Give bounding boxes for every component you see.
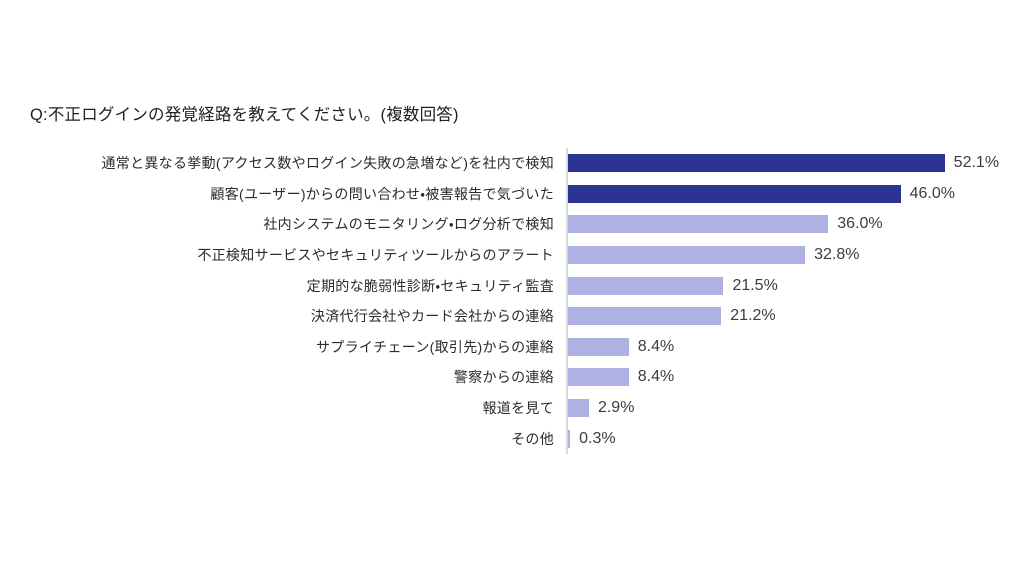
bar [568, 215, 829, 234]
category-label: その他 [511, 430, 554, 447]
bar [568, 276, 724, 295]
bar [568, 307, 722, 326]
chart-row: 不正検知サービスやセキュリティツールからのアラート 32.8% [30, 239, 1015, 271]
plot-area: 46.0% [566, 178, 1015, 210]
chart-row: 社内システムのモニタリング・ログ分析で検知 36.0% [30, 209, 1015, 240]
chart-row: 報道を見て 2.9% [30, 392, 1015, 424]
category-label: 定期的な脆弱性診断・セキュリティ監査 [306, 277, 554, 294]
chart-row: 顧客(ユーザー)からの問い合わせ・被害報告で気づいた 46.0% [30, 178, 1015, 210]
category-label: サプライチェーン(取引先)からの連絡 [315, 338, 554, 355]
bar-chart: 通常と異なる挙動(アクセス数やログイン失敗の急増など)を社内で検知 52.1% … [30, 148, 1015, 454]
value-label: 2.9% [597, 399, 635, 417]
value-label: 8.4% [637, 337, 675, 355]
category-label: 警察からの連絡 [453, 369, 554, 386]
chart-row: 通常と異なる挙動(アクセス数やログイン失敗の急増など)を社内で検知 52.1% [30, 148, 1015, 179]
value-label: 0.3% [579, 429, 616, 447]
value-label: 21.2% [730, 307, 776, 325]
value-label: 8.4% [637, 368, 675, 386]
plot-area: 32.8% [566, 239, 1015, 271]
bar-chart-rows: 通常と異なる挙動(アクセス数やログイン失敗の急増など)を社内で検知 52.1% … [30, 148, 1015, 454]
bar [568, 337, 629, 356]
plot-area: 8.4% [566, 362, 1015, 393]
category-label: 顧客(ユーザー)からの問い合わせ・被害報告で気づいた [210, 185, 554, 202]
plot-area: 21.2% [566, 300, 1015, 332]
plot-area: 0.3% [566, 423, 1015, 454]
bar [568, 184, 901, 203]
category-label: 社内システムのモニタリング・ログ分析で検知 [263, 216, 554, 233]
category-label: 決済代行会社やカード会社からの連絡 [310, 308, 554, 325]
category-label: 報道を見て [482, 400, 554, 417]
category-label: 通常と異なる挙動(アクセス数やログイン失敗の急増など)を社内で検知 [101, 155, 554, 172]
bar [568, 246, 806, 265]
plot-area: 21.5% [566, 270, 1015, 301]
value-label: 46.0% [909, 184, 955, 202]
bar [568, 399, 589, 418]
value-label: 36.0% [837, 215, 883, 233]
bar [568, 368, 629, 387]
value-label: 32.8% [814, 246, 860, 264]
bar [568, 154, 945, 173]
value-label: 21.5% [732, 276, 778, 294]
plot-area: 2.9% [566, 392, 1015, 424]
bar [568, 429, 571, 448]
plot-area: 52.1% [566, 148, 1015, 179]
chart-title: Q:不正ログインの発覚経路を教えてください。(複数回答) [30, 106, 459, 124]
value-label: 52.1% [953, 154, 1000, 172]
chart-row: サプライチェーン(取引先)からの連絡 8.4% [30, 331, 1015, 363]
chart-row: 警察からの連絡 8.4% [30, 362, 1015, 393]
category-label: 不正検知サービスやセキュリティツールからのアラート [197, 247, 554, 264]
plot-area: 8.4% [566, 331, 1015, 363]
chart-row: 決済代行会社やカード会社からの連絡 21.2% [30, 300, 1015, 332]
plot-area: 36.0% [566, 209, 1015, 240]
chart-row: その他 0.3% [30, 423, 1015, 454]
chart-row: 定期的な脆弱性診断・セキュリティ監査 21.5% [30, 270, 1015, 301]
